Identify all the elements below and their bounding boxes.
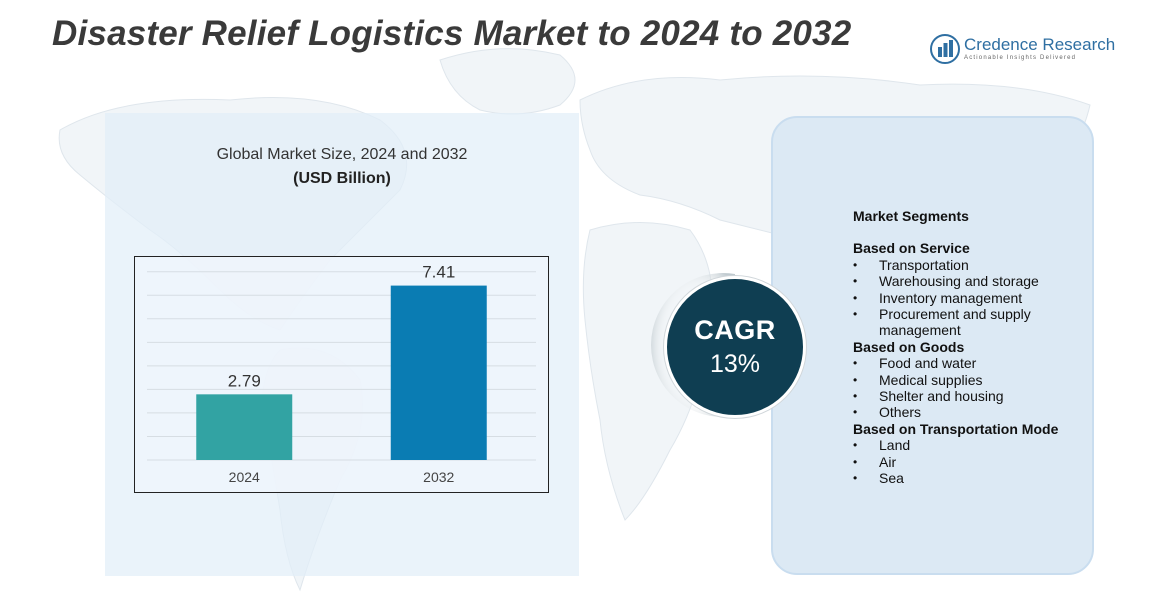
- segments-title: Market Segments: [853, 208, 969, 224]
- segment-item: Shelter and housing: [853, 388, 1088, 405]
- bar-value-label: 7.41: [422, 263, 455, 282]
- segment-item: Air: [853, 454, 1088, 471]
- segment-group-title: Based on Goods: [853, 338, 965, 355]
- chart-heading: Global Market Size, 2024 and 2032: [216, 146, 468, 163]
- cagr-label: CAGR: [694, 315, 776, 345]
- bar-chart: 2.79 2024 7.41 2032: [147, 263, 536, 485]
- bar-2032: [390, 285, 487, 460]
- segment-item: Others: [853, 404, 1088, 421]
- page-title: Disaster Relief Logistics Market to 2024…: [52, 14, 852, 53]
- segment-item: Land: [853, 437, 1088, 454]
- segments-panel: Market Segments Based on ServiceTranspor…: [771, 116, 1094, 575]
- brand-tagline: Actionable Insights Delivered: [964, 55, 1077, 61]
- chart-unit: (USD Billion): [293, 170, 391, 187]
- bar-chart-frame: 2.79 2024 7.41 2032: [134, 256, 549, 493]
- segment-group-list: LandAirSea: [853, 437, 1088, 487]
- cagr-badge: CAGR 13%: [664, 276, 806, 418]
- x-tick-label: 2032: [423, 469, 454, 485]
- segment-item: Transportation: [853, 257, 1088, 274]
- segment-group-list: Food and waterMedical suppliesShelter an…: [853, 355, 1088, 421]
- segment-item: Warehousing and storage: [853, 273, 1088, 290]
- segment-item: Medical supplies: [853, 372, 1088, 389]
- segment-group-list: TransportationWarehousing and storageInv…: [853, 257, 1088, 339]
- cagr-value: 13%: [709, 350, 761, 378]
- segment-group-title: Based on Transportation Mode: [853, 420, 1059, 437]
- segment-item: Procurement and supply management: [853, 306, 1088, 339]
- bar-chart-logo-icon: [930, 34, 960, 64]
- x-tick-label: 2024: [229, 469, 260, 485]
- segment-group-title: Based on Service: [853, 240, 970, 257]
- segment-item: Sea: [853, 470, 1088, 487]
- brand-name: Credence Research: [964, 35, 1116, 54]
- bar-value-label: 2.79: [228, 371, 261, 390]
- bar-2024: [196, 394, 293, 460]
- segments-list: Market Segments Based on ServiceTranspor…: [853, 208, 1088, 487]
- segment-item: Inventory management: [853, 290, 1088, 307]
- segment-item: Food and water: [853, 355, 1088, 372]
- brand-logo: Credence Research Actionable Insights De…: [930, 34, 1120, 68]
